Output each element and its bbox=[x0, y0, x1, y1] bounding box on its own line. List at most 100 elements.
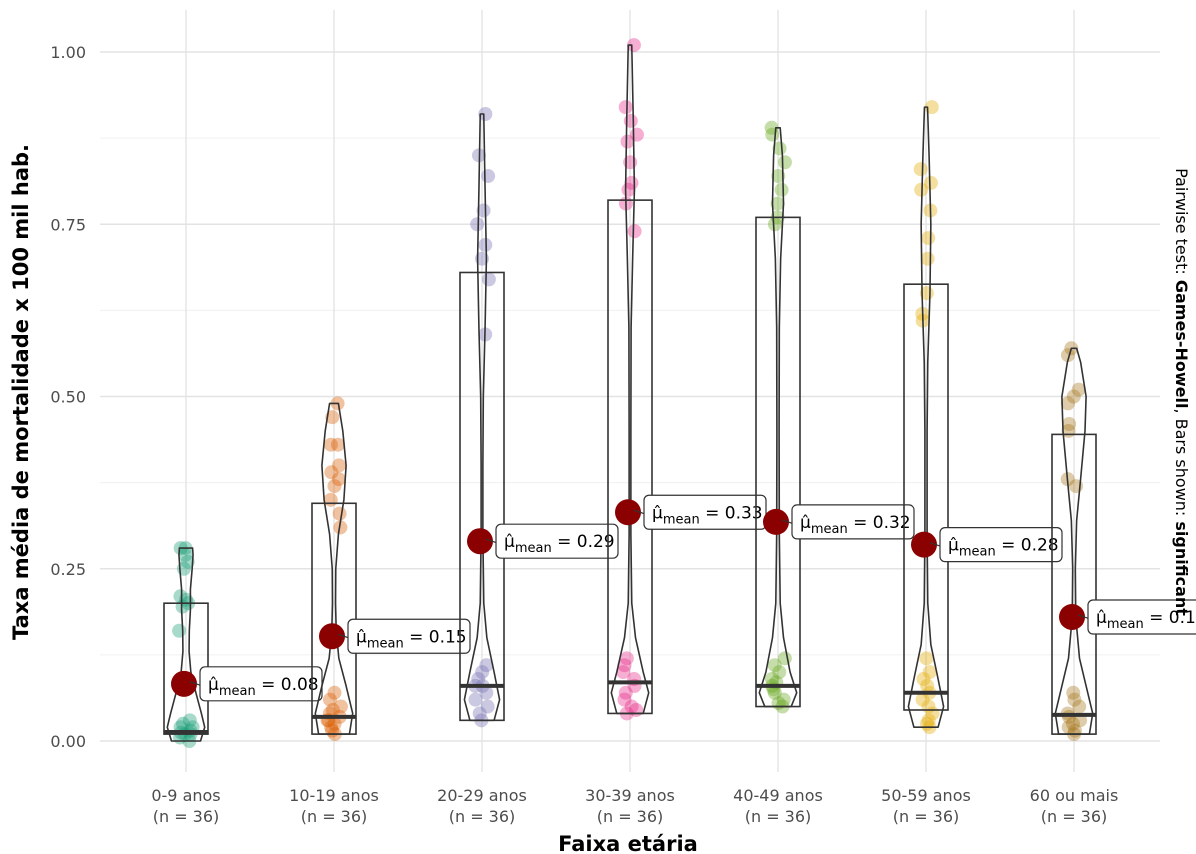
data-point bbox=[767, 685, 782, 700]
mean-point bbox=[171, 670, 197, 697]
mean-label-symbol: μ̂ bbox=[208, 675, 219, 695]
data-point bbox=[921, 713, 936, 728]
mean-label-symbol: μ̂ bbox=[800, 513, 811, 533]
mean-label-eq: = bbox=[848, 513, 873, 533]
y-tick-label: 0.75 bbox=[50, 215, 86, 234]
data-point bbox=[323, 492, 338, 507]
data-point bbox=[1073, 713, 1088, 728]
data-point bbox=[627, 224, 642, 239]
data-point bbox=[1062, 417, 1077, 432]
x-tick-n-label: (n = 36) bbox=[745, 807, 812, 826]
group-40-49-anos: μ̂mean = 0.32 bbox=[755, 120, 915, 714]
data-point bbox=[479, 658, 494, 673]
mean-label-sub: mean bbox=[515, 541, 552, 556]
data-point bbox=[327, 479, 342, 494]
data-point bbox=[468, 692, 483, 707]
x-tick-label: 40-49 anos bbox=[733, 786, 823, 805]
mean-label-sub: mean bbox=[219, 684, 256, 699]
data-point bbox=[624, 175, 639, 190]
data-point bbox=[772, 665, 787, 680]
mean-label: μ̂mean = 0.28 bbox=[948, 536, 1059, 560]
data-point bbox=[1060, 348, 1075, 363]
y-axis: 0.00 0.25 0.50 0.75 1.00 bbox=[50, 43, 86, 751]
data-point bbox=[178, 547, 193, 562]
data-point bbox=[332, 506, 347, 521]
group-60-ou-mais: μ̂mean = 0.18 bbox=[1051, 341, 1196, 742]
data-point bbox=[324, 720, 339, 735]
data-point bbox=[916, 671, 931, 686]
violin bbox=[907, 106, 945, 729]
mean-point bbox=[1059, 603, 1085, 630]
data-point bbox=[330, 437, 345, 452]
data-point bbox=[474, 251, 489, 266]
pairwise-note-prefix: Pairwise test: bbox=[1172, 168, 1191, 280]
pairwise-note-method: Games-Howell bbox=[1172, 280, 1191, 409]
mean-label-symbol: μ̂ bbox=[504, 532, 515, 552]
mean-point bbox=[911, 531, 937, 558]
mean-label-box bbox=[495, 523, 619, 559]
x-tick-n-label: (n = 36) bbox=[301, 807, 368, 826]
data-point bbox=[481, 272, 496, 287]
data-point bbox=[324, 465, 339, 480]
mean-label: μ̂mean = 0.15 bbox=[356, 627, 467, 651]
data-point bbox=[323, 437, 338, 452]
data-point bbox=[771, 169, 786, 184]
data-point bbox=[333, 520, 348, 535]
y-tick-label: 0.00 bbox=[50, 732, 86, 751]
violin bbox=[610, 44, 650, 715]
mean-label-value: 0.28 bbox=[1021, 536, 1059, 556]
x-axis-title: Faixa etária bbox=[558, 832, 698, 854]
data-point bbox=[767, 217, 782, 232]
data-point bbox=[325, 702, 340, 717]
data-point bbox=[327, 685, 342, 700]
data-point bbox=[479, 685, 494, 700]
x-tick-n-label: (n = 36) bbox=[1041, 807, 1108, 826]
data-point bbox=[770, 196, 785, 211]
mean-label-eq: = bbox=[1144, 608, 1169, 628]
data-point bbox=[175, 716, 190, 731]
data-point bbox=[1061, 720, 1076, 735]
data-point bbox=[173, 589, 188, 604]
data-point bbox=[913, 162, 928, 177]
data-point bbox=[325, 410, 340, 425]
data-point bbox=[172, 623, 187, 638]
mean-label-symbol: μ̂ bbox=[652, 503, 663, 523]
data-point bbox=[920, 251, 935, 266]
data-point bbox=[767, 658, 782, 673]
mean-label-eq: = bbox=[552, 532, 577, 552]
mean-label: μ̂mean = 0.32 bbox=[800, 513, 911, 537]
data-point bbox=[1066, 389, 1081, 404]
data-point bbox=[618, 100, 633, 115]
mean-label-sub: mean bbox=[1107, 617, 1144, 632]
x-tick-n-label: (n = 36) bbox=[449, 807, 516, 826]
mean-label-sub: mean bbox=[811, 522, 848, 537]
data-point bbox=[1066, 685, 1081, 700]
mean-label-box bbox=[1087, 599, 1196, 635]
mean-label-value: 0.32 bbox=[873, 513, 911, 533]
data-point bbox=[777, 155, 792, 170]
data-point bbox=[923, 175, 938, 190]
x-axis: 0-9 anos (n = 36) 10-19 anos (n = 36) 20-29 … bbox=[151, 786, 1118, 826]
data-point bbox=[327, 716, 342, 731]
data-point bbox=[182, 713, 197, 728]
data-point bbox=[772, 141, 787, 156]
x-tick-label: 60 ou mais bbox=[1030, 786, 1119, 805]
mean-label: μ̂mean = 0.29 bbox=[504, 532, 615, 556]
data-point bbox=[481, 169, 496, 184]
group-20-29-anos: μ̂mean = 0.29 bbox=[459, 107, 619, 728]
data-point bbox=[472, 706, 487, 721]
group-10-19-anos: μ̂mean = 0.15 bbox=[311, 396, 471, 742]
data-point bbox=[480, 699, 495, 714]
data-point bbox=[475, 665, 490, 680]
group-50-59-anos: μ̂mean = 0.28 bbox=[903, 100, 1063, 735]
group-0-9-anos: μ̂mean = 0.08 bbox=[163, 541, 323, 748]
data-point bbox=[919, 651, 934, 666]
data-point bbox=[764, 671, 779, 686]
pairwise-note-shown: significant bbox=[1172, 521, 1191, 616]
data-point bbox=[1071, 382, 1086, 397]
data-point bbox=[1060, 396, 1075, 411]
data-point bbox=[476, 203, 491, 218]
data-point bbox=[616, 665, 631, 680]
mean-label-box bbox=[643, 494, 767, 530]
